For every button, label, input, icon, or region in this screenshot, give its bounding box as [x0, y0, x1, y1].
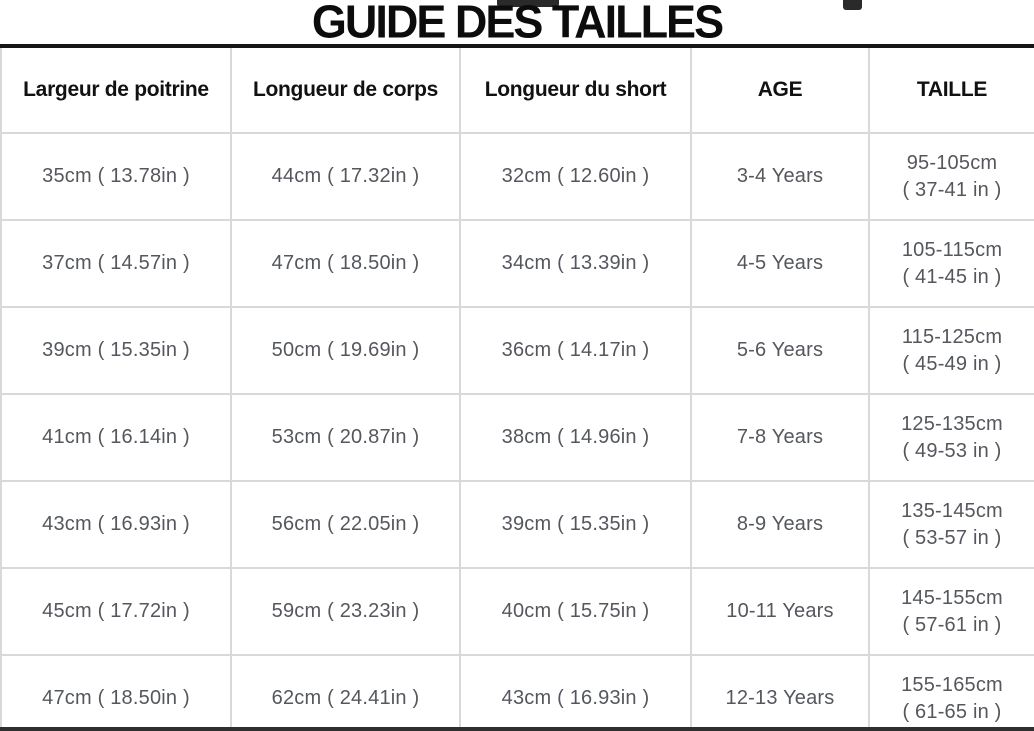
size-in: ( 37-41 in )	[902, 178, 1002, 201]
cell-chest-width: 37cm ( 14.57in )	[0, 219, 232, 308]
cell-short-length: 40cm ( 15.75in )	[459, 567, 692, 656]
cell-short-length: 39cm ( 15.35in )	[459, 480, 692, 569]
size-in: ( 45-49 in )	[902, 352, 1002, 375]
cell-body-length: 59cm ( 23.23in )	[230, 567, 461, 656]
column-header-age: AGE	[690, 48, 870, 134]
page-title-bar: GUIDE DES TAILLES	[0, 0, 1034, 44]
cell-chest-width: 45cm ( 17.72in )	[0, 567, 232, 656]
cell-age: 10-11 Years	[690, 567, 870, 656]
cell-chest-width: 35cm ( 13.78in )	[0, 132, 232, 221]
column-header-body-length: Longueur de corps	[230, 48, 461, 134]
cell-body-length: 44cm ( 17.32in )	[230, 132, 461, 221]
cell-size: 155-165cm ( 61-65 in )	[868, 654, 1034, 731]
size-in: ( 53-57 in )	[902, 526, 1002, 549]
size-cm: 95-105cm	[906, 151, 998, 174]
table-row: 43cm ( 16.93in ) 56cm ( 22.05in ) 39cm (…	[0, 480, 1034, 569]
cell-chest-width: 41cm ( 16.14in )	[0, 393, 232, 482]
table-row: 47cm ( 18.50in ) 62cm ( 24.41in ) 43cm (…	[0, 654, 1034, 731]
cell-age: 7-8 Years	[690, 393, 870, 482]
column-header-chest-width: Largeur de poitrine	[0, 48, 232, 134]
cell-age: 8-9 Years	[690, 480, 870, 569]
cell-body-length: 50cm ( 19.69in )	[230, 306, 461, 395]
cell-size: 135-145cm ( 53-57 in )	[868, 480, 1034, 569]
title-divider	[0, 44, 1034, 48]
cell-age: 5-6 Years	[690, 306, 870, 395]
cell-short-length: 34cm ( 13.39in )	[459, 219, 692, 308]
size-cm: 115-125cm	[901, 325, 1003, 348]
size-cm: 155-165cm	[901, 673, 1003, 696]
cell-body-length: 53cm ( 20.87in )	[230, 393, 461, 482]
cell-short-length: 32cm ( 12.60in )	[459, 132, 692, 221]
cell-chest-width: 43cm ( 16.93in )	[0, 480, 232, 569]
cropped-text-artifact	[843, 0, 862, 10]
cell-age: 12-13 Years	[690, 654, 870, 731]
size-in: ( 61-65 in )	[902, 700, 1002, 723]
cell-age: 4-5 Years	[690, 219, 870, 308]
size-guide-table: Largeur de poitrine Longueur de corps Lo…	[0, 48, 1034, 731]
cell-size: 105-115cm ( 41-45 in )	[868, 219, 1034, 308]
size-in: ( 49-53 in )	[902, 439, 1002, 462]
table-row: 37cm ( 14.57in ) 47cm ( 18.50in ) 34cm (…	[0, 219, 1034, 308]
cropped-text-artifact	[497, 0, 559, 7]
cell-body-length: 62cm ( 24.41in )	[230, 654, 461, 731]
cell-chest-width: 39cm ( 15.35in )	[0, 306, 232, 395]
cell-size: 95-105cm ( 37-41 in )	[868, 132, 1034, 221]
cell-size: 145-155cm ( 57-61 in )	[868, 567, 1034, 656]
column-header-size: TAILLE	[868, 48, 1034, 134]
size-in: ( 41-45 in )	[902, 265, 1002, 288]
cell-short-length: 36cm ( 14.17in )	[459, 306, 692, 395]
cell-short-length: 43cm ( 16.93in )	[459, 654, 692, 731]
cell-size: 115-125cm ( 45-49 in )	[868, 306, 1034, 395]
table-row: 45cm ( 17.72in ) 59cm ( 23.23in ) 40cm (…	[0, 567, 1034, 656]
table-row: 35cm ( 13.78in ) 44cm ( 17.32in ) 32cm (…	[0, 132, 1034, 221]
cell-size: 125-135cm ( 49-53 in )	[868, 393, 1034, 482]
cell-chest-width: 47cm ( 18.50in )	[0, 654, 232, 731]
size-cm: 125-135cm	[901, 412, 1003, 435]
bottom-divider	[0, 727, 1034, 731]
size-cm: 135-145cm	[901, 499, 1003, 522]
table-header-row: Largeur de poitrine Longueur de corps Lo…	[0, 48, 1034, 134]
column-header-short-length: Longueur du short	[459, 48, 692, 134]
cell-body-length: 56cm ( 22.05in )	[230, 480, 461, 569]
cell-short-length: 38cm ( 14.96in )	[459, 393, 692, 482]
size-in: ( 57-61 in )	[902, 613, 1002, 636]
page-title: GUIDE DES TAILLES	[311, 0, 724, 48]
size-cm: 105-115cm	[901, 238, 1003, 261]
cell-age: 3-4 Years	[690, 132, 870, 221]
table-row: 39cm ( 15.35in ) 50cm ( 19.69in ) 36cm (…	[0, 306, 1034, 395]
table-row: 41cm ( 16.14in ) 53cm ( 20.87in ) 38cm (…	[0, 393, 1034, 482]
cell-body-length: 47cm ( 18.50in )	[230, 219, 461, 308]
size-cm: 145-155cm	[901, 586, 1003, 609]
